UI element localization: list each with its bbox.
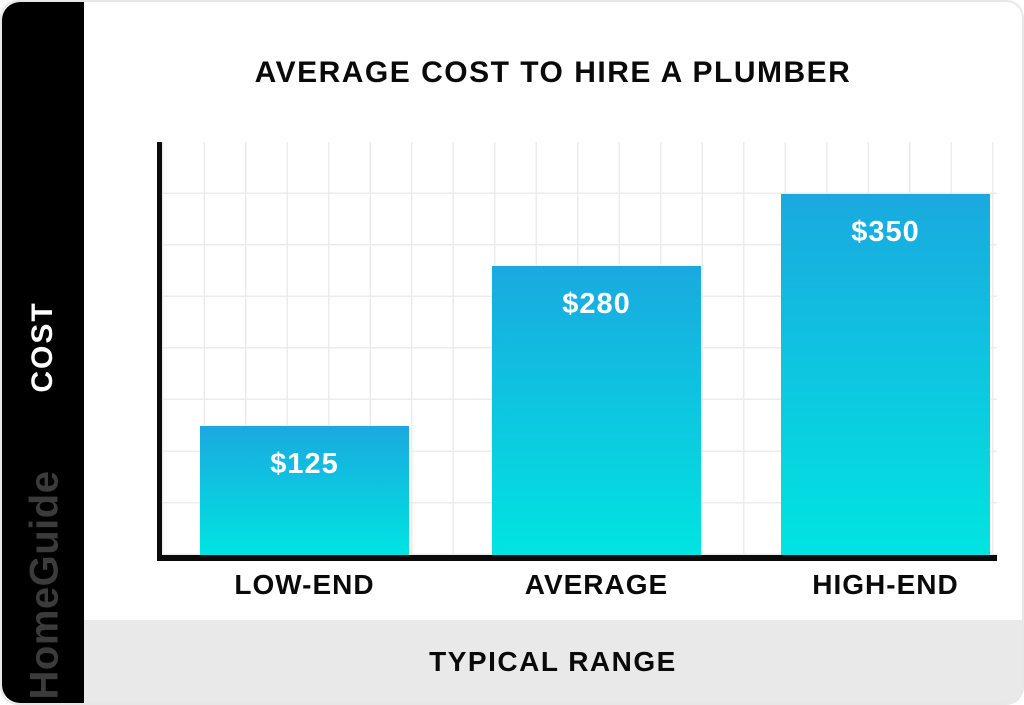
bar-average: $280 <box>492 266 701 555</box>
bar-value-high-end: $350 <box>851 216 920 248</box>
x-axis-title-band: TYPICAL RANGE <box>84 620 1022 703</box>
x-axis-title: TYPICAL RANGE <box>429 645 677 677</box>
bar-value-average: $280 <box>562 288 631 320</box>
x-label-low-end: LOW-END <box>234 569 375 600</box>
x-axis-labels: LOW-END AVERAGE HIGH-END <box>162 569 997 605</box>
brand-logo-text: HomeGuide <box>22 470 67 700</box>
chart-title: AVERAGE COST TO HIRE A PLUMBER <box>254 56 852 89</box>
y-axis-label: COST <box>26 301 59 393</box>
bar-value-low-end: $125 <box>270 448 339 480</box>
bar-low-end: $125 <box>200 426 409 555</box>
x-label-high-end: HIGH-END <box>812 569 959 600</box>
bar-high-end: $350 <box>781 194 990 555</box>
x-label-average: AVERAGE <box>524 569 669 600</box>
plot-area: $125 $280 $350 <box>157 142 997 561</box>
sidebar: COST HomeGuide <box>2 2 84 703</box>
